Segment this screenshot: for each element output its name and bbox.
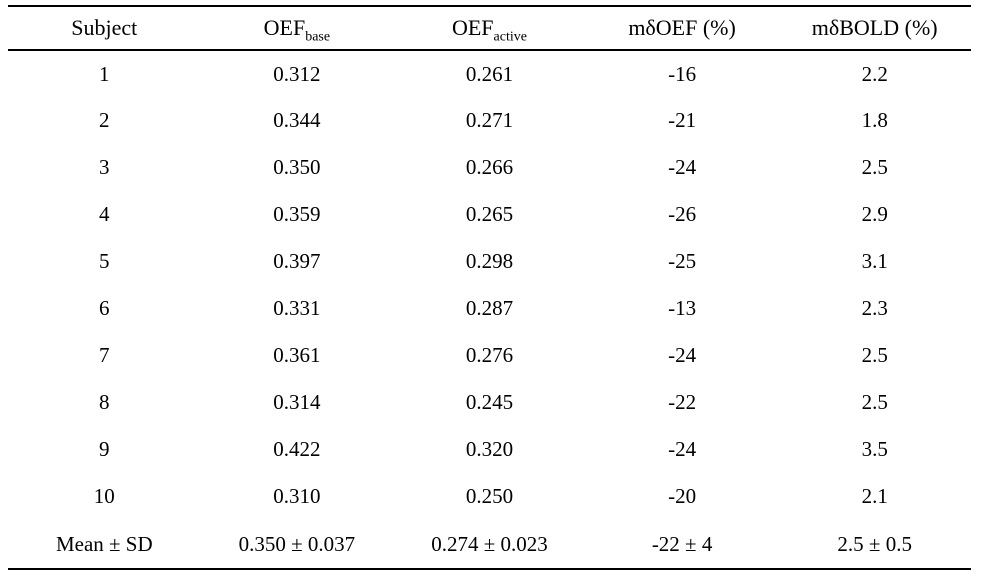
column-header-oef-active: OEFactive bbox=[393, 6, 586, 51]
table-cell: -16 bbox=[668, 61, 697, 86]
table-cell: 0.344 bbox=[273, 108, 321, 132]
table-cell: 0.271 bbox=[465, 108, 514, 132]
table-cell: 0.359 bbox=[273, 202, 321, 226]
table-row: 3 0.350 0.266 -24 2.5 bbox=[8, 144, 971, 191]
column-header-label: Subject bbox=[71, 15, 138, 40]
table-cell: 7 bbox=[99, 343, 110, 367]
table-cell: 5 bbox=[99, 249, 110, 273]
table-cell: 0.310 bbox=[273, 484, 321, 508]
table-cell: 0.276 bbox=[465, 343, 514, 367]
table-cell: 0.312 bbox=[273, 61, 321, 86]
table-cell: -13 bbox=[668, 296, 697, 320]
table-cell: 0.331 bbox=[273, 296, 321, 320]
column-header-label: mδOEF (%) bbox=[628, 15, 736, 40]
table-cell: 0.350 bbox=[273, 155, 321, 179]
table-cell: -24 bbox=[668, 155, 697, 179]
table-cell: 2.9 bbox=[861, 202, 888, 226]
table-cell: 0.320 bbox=[465, 437, 514, 461]
table-cell: 0.261 bbox=[465, 61, 514, 86]
table-cell: 2.5 ± 0.5 bbox=[837, 531, 912, 556]
table-cell: 2 bbox=[99, 108, 110, 132]
table-row: 2 0.344 0.271 -21 1.8 bbox=[8, 97, 971, 144]
table-cell: 2.5 bbox=[861, 343, 888, 367]
table-cell: 3.1 bbox=[861, 249, 888, 273]
table-cell: 0.350 ± 0.037 bbox=[238, 531, 356, 556]
table-cell: -22 ± 4 bbox=[651, 531, 713, 556]
column-header-subscript: active bbox=[493, 29, 527, 45]
table-cell: 9 bbox=[99, 437, 110, 461]
table-cell: 0.245 bbox=[465, 390, 514, 414]
table-cell: 0.422 bbox=[273, 437, 321, 461]
table-cell: 0.265 bbox=[465, 202, 514, 226]
column-header-label: OEF bbox=[451, 15, 494, 40]
column-header-mdbold: mδBOLD (%) bbox=[778, 6, 971, 51]
column-header-label: mδBOLD (%) bbox=[811, 15, 938, 40]
table-cell: 0.266 bbox=[465, 155, 514, 179]
table-cell: 2.5 bbox=[861, 390, 888, 414]
header-row: Subject OEFbase OEFactive mδOEF (%) mδBO… bbox=[8, 6, 971, 51]
table-row: 9 0.422 0.320 -24 3.5 bbox=[8, 426, 971, 473]
table-cell: 2.2 bbox=[861, 61, 888, 86]
table-cell: 2.5 bbox=[861, 155, 888, 179]
table-cell: 0.361 bbox=[273, 343, 321, 367]
table-cell: 3.5 bbox=[861, 437, 888, 461]
table-cell: 2.3 bbox=[861, 296, 888, 320]
results-table-container: Subject OEFbase OEFactive mδOEF (%) mδBO… bbox=[8, 5, 971, 570]
table-cell: 1 bbox=[99, 61, 110, 86]
table-cell: 6 bbox=[99, 296, 110, 320]
column-header-mdoef: mδOEF (%) bbox=[585, 6, 779, 51]
column-header-subject: Subject bbox=[8, 6, 201, 51]
table-cell: -24 bbox=[668, 437, 697, 461]
table-cell: 8 bbox=[99, 390, 110, 414]
table-row: 8 0.314 0.245 -22 2.5 bbox=[8, 379, 971, 426]
table-cell: -25 bbox=[668, 249, 697, 273]
table-cell: 1.8 bbox=[861, 108, 888, 132]
table-cell: 0.314 bbox=[273, 390, 321, 414]
table-cell: -26 bbox=[668, 202, 697, 226]
table-cell: Mean ± SD bbox=[55, 531, 153, 556]
results-table: Subject OEFbase OEFactive mδOEF (%) mδBO… bbox=[8, 5, 971, 570]
table-row: 1 0.312 0.261 -16 2.2 bbox=[8, 50, 971, 97]
table-cell: 0.298 bbox=[465, 249, 514, 273]
table-cell: 0.397 bbox=[273, 249, 321, 273]
table-cell: 2.1 bbox=[861, 484, 888, 508]
column-header-oef-base: OEFbase bbox=[200, 6, 394, 51]
table-row: 4 0.359 0.265 -26 2.9 bbox=[8, 191, 971, 238]
table-row: 5 0.397 0.298 -25 3.1 bbox=[8, 238, 971, 285]
table-cell: -24 bbox=[668, 343, 697, 367]
column-header-subscript: base bbox=[305, 29, 331, 45]
table-cell: -22 bbox=[668, 390, 697, 414]
table-cell: 0.250 bbox=[465, 484, 514, 508]
table-cell: 0.287 bbox=[465, 296, 514, 320]
column-header-label: OEF bbox=[263, 15, 306, 40]
table-cell: 10 bbox=[93, 484, 115, 508]
table-row: Mean ± SD 0.350 ± 0.037 0.274 ± 0.023 -22 ±… bbox=[8, 520, 971, 569]
table-row: 6 0.331 0.287 -13 2.3 bbox=[8, 285, 971, 332]
table-cell: -21 bbox=[668, 108, 697, 132]
table-cell: 3 bbox=[99, 155, 110, 179]
table-cell: 0.274 ± 0.023 bbox=[431, 531, 548, 556]
table-row: 10 0.310 0.250 -20 2.1 bbox=[8, 473, 971, 520]
table-header: Subject OEFbase OEFactive mδOEF (%) mδBO… bbox=[8, 6, 971, 51]
table-cell: -20 bbox=[668, 484, 697, 508]
table-cell: 4 bbox=[99, 202, 110, 226]
table-row: 7 0.361 0.276 -24 2.5 bbox=[8, 332, 971, 379]
table-body: 1 0.312 0.261 -16 2.2 2 0.344 0.271 -21 1.8 3 0.350… bbox=[8, 50, 971, 569]
